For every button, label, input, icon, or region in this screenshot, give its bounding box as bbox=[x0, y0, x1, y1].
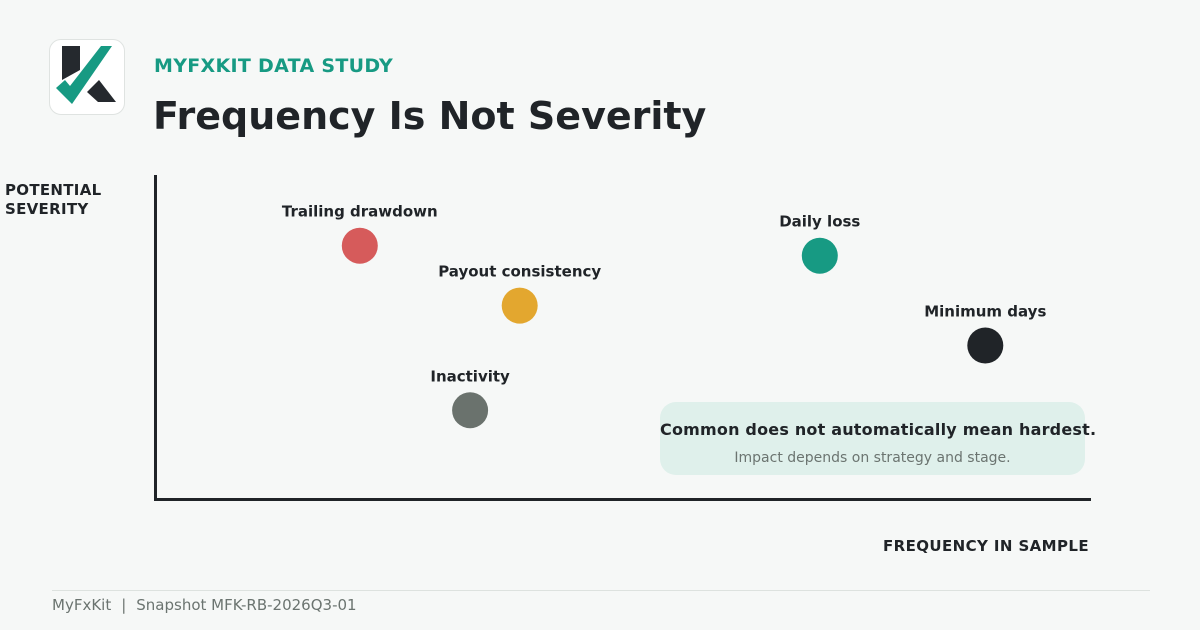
footer-divider bbox=[52, 590, 1150, 591]
point-minimum-days bbox=[967, 327, 1004, 364]
point-inactivity bbox=[452, 392, 489, 429]
footer-snapshot: Snapshot MFK-RB-2026Q3-01 bbox=[136, 596, 357, 614]
point-label-minimum-days: Minimum days bbox=[924, 303, 1046, 321]
x-axis-label: FREQUENCY IN SAMPLE bbox=[883, 537, 1089, 555]
myfxkit-logo bbox=[49, 39, 125, 115]
footer-separator: | bbox=[121, 596, 127, 614]
footer: MyFxKit | Snapshot MFK-RB-2026Q3-01 bbox=[52, 596, 357, 614]
callout-subtext: Impact depends on strategy and stage. bbox=[734, 450, 1011, 466]
insight-callout: Common does not automatically mean harde… bbox=[660, 402, 1097, 475]
points-layer: Trailing drawdown Payout consistency Daily… bbox=[282, 203, 1046, 429]
point-label-daily-loss: Daily loss bbox=[779, 213, 860, 231]
point-payout-consistency bbox=[501, 287, 538, 324]
callout-headline: Common does not automatically mean harde… bbox=[660, 420, 1097, 439]
y-axis-label: POTENTIAL SEVERITY bbox=[5, 181, 102, 218]
eyebrow-label: MYFXKIT DATA STUDY bbox=[154, 55, 394, 77]
point-daily-loss bbox=[801, 237, 838, 274]
footer-brand: MyFxKit bbox=[52, 596, 112, 614]
point-label-trailing-drawdown: Trailing drawdown bbox=[282, 203, 438, 221]
point-label-payout-consistency: Payout consistency bbox=[438, 263, 601, 281]
point-trailing-drawdown bbox=[341, 227, 378, 264]
myfxkit-logo-icon bbox=[56, 46, 116, 104]
page-title: Frequency Is Not Severity bbox=[153, 94, 707, 138]
point-label-inactivity: Inactivity bbox=[430, 367, 510, 385]
